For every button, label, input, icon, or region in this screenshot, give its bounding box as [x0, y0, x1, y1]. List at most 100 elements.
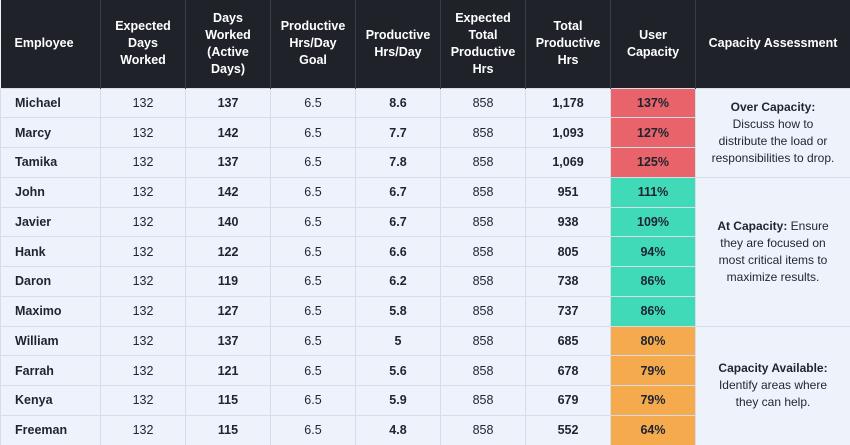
value-cell: 552	[525, 414, 611, 445]
employee-cell: Kenya	[0, 385, 101, 416]
value-cell: 6.5	[270, 385, 356, 416]
header-cell: Employee	[0, 0, 101, 88]
table-row: Hank 132 122 6.5 6.6 858 805 94%	[0, 236, 850, 267]
table-row: Maximo 132 127 6.5 5.8 858 737 86%	[0, 295, 850, 327]
value-cell: 5.8	[355, 295, 441, 327]
header-row: Employee Expected Days Worked Days Worked …	[0, 0, 850, 88]
assessment-text: Identify areas where they can help.	[718, 378, 828, 409]
header-cell: Expected Days Worked	[100, 0, 186, 88]
table-body: Michael 132 137 6.5 8.6 858 1,178 137% Over Capa…	[0, 87, 850, 445]
employee-cell: Marcy	[0, 117, 101, 148]
value-cell: 6.7	[355, 176, 441, 208]
value-cell: 858	[440, 206, 526, 238]
capacity-cell: 64%	[610, 414, 696, 445]
value-cell: 6.5	[270, 325, 356, 357]
header-cell: User Capacity	[610, 0, 696, 88]
value-cell: 6.5	[270, 355, 356, 386]
value-cell: 140	[185, 206, 271, 238]
employee-cell: Maximo	[0, 295, 101, 327]
value-cell: 6.5	[270, 266, 356, 297]
value-cell: 132	[100, 117, 186, 148]
value-cell: 858	[440, 325, 526, 357]
value-cell: 5.9	[355, 385, 441, 416]
value-cell: 142	[185, 176, 271, 208]
value-cell: 132	[100, 325, 186, 357]
value-cell: 132	[100, 385, 186, 416]
value-cell: 858	[440, 355, 526, 386]
value-cell: 122	[185, 236, 271, 267]
value-cell: 132	[100, 295, 186, 327]
assessment-cell: At Capacity: Ensure they are focused on …	[695, 176, 850, 327]
capacity-cell: 94%	[610, 236, 696, 267]
employee-cell: Farrah	[0, 355, 101, 386]
employee-cell: William	[0, 325, 101, 357]
capacity-cell: 111%	[610, 176, 696, 208]
table-row: John 132 142 6.5 6.7 858 951 111% At Capacity: E…	[0, 176, 850, 327]
value-cell: 737	[525, 295, 611, 327]
header-cell: Days Worked (Active Days)	[185, 0, 271, 88]
value-cell: 4.8	[355, 414, 441, 445]
value-cell: 137	[185, 325, 271, 357]
value-cell: 679	[525, 385, 611, 416]
employee-cell: Javier	[0, 206, 101, 238]
header-cell: Expected Total Productive Hrs	[440, 0, 526, 88]
value-cell: 6.5	[270, 87, 356, 119]
value-cell: 132	[100, 355, 186, 386]
value-cell: 6.5	[270, 147, 356, 178]
assessment-text: Ensure they are focused on most critical…	[718, 218, 829, 284]
value-cell: 142	[185, 117, 271, 148]
value-cell: 132	[100, 414, 186, 445]
value-cell: 6.5	[270, 236, 356, 267]
table-row: Kenya 132 115 6.5 5.9 858 679 79%	[0, 385, 850, 416]
assessment-cell: Over Capacity: Discuss how to distribute…	[695, 87, 850, 178]
assessment-label: At Capacity:	[717, 218, 788, 233]
employee-cell: Hank	[0, 236, 101, 267]
table-row: Daron 132 119 6.5 6.2 858 738 86%	[0, 266, 850, 297]
header-cell: Total Productive Hrs	[525, 0, 611, 88]
value-cell: 938	[525, 206, 611, 238]
capacity-cell: 79%	[610, 355, 696, 386]
value-cell: 6.5	[270, 295, 356, 327]
value-cell: 6.5	[270, 117, 356, 148]
value-cell: 127	[185, 295, 271, 327]
value-cell: 137	[185, 147, 271, 178]
assessment-label: Capacity Available:	[718, 361, 828, 375]
value-cell: 6.5	[270, 176, 356, 208]
value-cell: 132	[100, 236, 186, 267]
assessment-text: Discuss how to distribute the load or re…	[711, 116, 835, 165]
table-row: Farrah 132 121 6.5 5.6 858 678 79%	[0, 355, 850, 386]
value-cell: 858	[440, 87, 526, 119]
employee-cell: Daron	[0, 266, 101, 297]
capacity-cell: 127%	[610, 117, 696, 148]
value-cell: 858	[440, 117, 526, 148]
value-cell: 115	[185, 385, 271, 416]
value-cell: 132	[100, 87, 186, 119]
value-cell: 858	[440, 176, 526, 208]
value-cell: 132	[100, 206, 186, 238]
value-cell: 678	[525, 355, 611, 386]
assessment-label: Over Capacity:	[730, 99, 816, 114]
assessment-cell: Capacity Available: Identify areas where…	[695, 325, 850, 445]
value-cell: 115	[185, 414, 271, 445]
capacity-cell: 109%	[610, 206, 696, 238]
value-cell: 6.7	[355, 206, 441, 238]
value-cell: 132	[100, 147, 186, 178]
capacity-cell: 80%	[610, 325, 696, 357]
employee-cell: John	[0, 176, 101, 208]
value-cell: 6.5	[270, 414, 356, 445]
table-row: Freeman 132 115 6.5 4.8 858 552 64%	[0, 414, 850, 445]
value-cell: 685	[525, 325, 611, 357]
header-cell: Capacity Assessment	[695, 0, 850, 88]
value-cell: 132	[100, 266, 186, 297]
value-cell: 121	[185, 355, 271, 386]
value-cell: 1,069	[525, 147, 611, 178]
value-cell: 858	[440, 414, 526, 445]
employee-cell: Michael	[0, 87, 101, 119]
employee-cell: Tamika	[0, 147, 101, 178]
value-cell: 1,093	[525, 117, 611, 148]
table-row: William 132 137 6.5 5 858 685 80% Capacity Avail…	[0, 325, 850, 445]
capacity-cell: 125%	[610, 147, 696, 178]
value-cell: 5	[355, 325, 441, 357]
